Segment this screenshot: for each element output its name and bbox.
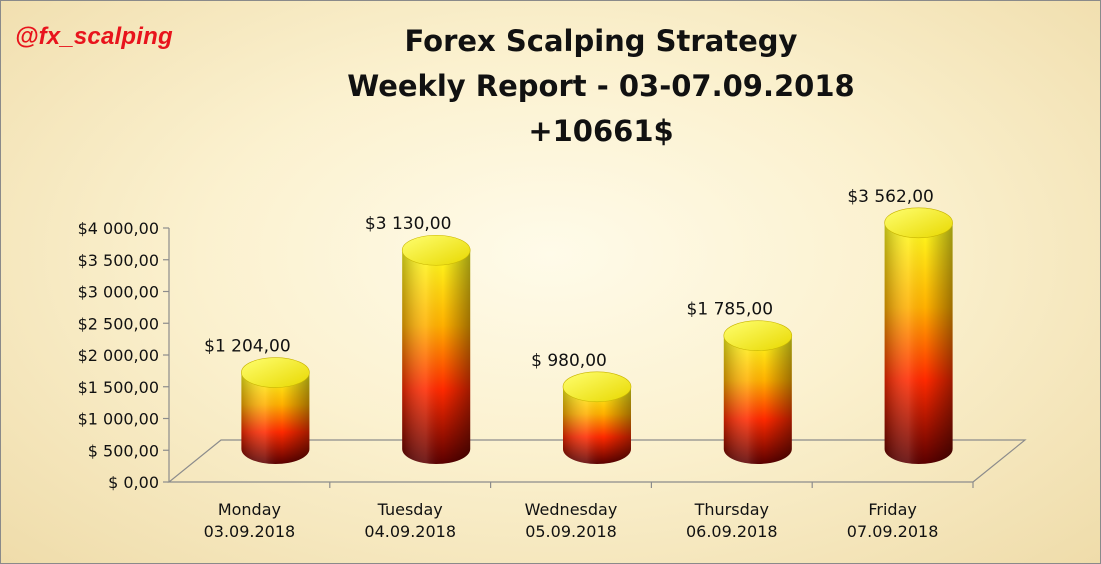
y-axis: $ 0,00 $ 500,00 $1 000,00 $1 500,00 $2 000,0… bbox=[78, 219, 170, 492]
bar-top bbox=[241, 357, 310, 388]
x-tick-label: Friday 07.09.2018 bbox=[847, 500, 939, 541]
chart-title-line-3: +10661$ bbox=[528, 114, 674, 148]
y-tick-label: $1 500,00 bbox=[78, 378, 159, 397]
bar bbox=[241, 357, 310, 465]
data-label: $1 785,00 bbox=[687, 300, 774, 320]
y-tick-label: $3 000,00 bbox=[78, 283, 159, 302]
data-label: $ 980,00 bbox=[531, 351, 607, 371]
bar-top bbox=[723, 320, 793, 351]
bar bbox=[723, 320, 793, 465]
y-tick-label: $ 0,00 bbox=[108, 473, 159, 492]
chart-title-line-1: Forex Scalping Strategy bbox=[404, 24, 798, 58]
bar-top bbox=[401, 234, 471, 266]
floor-outline bbox=[167, 439, 1027, 483]
x-tick-label: Thursday 06.09.2018 bbox=[686, 500, 778, 541]
x-axis: Monday 03.09.2018 Tuesday 04.09.2018 Wednesd… bbox=[204, 482, 974, 541]
x-tick-label: Tuesday 04.09.2018 bbox=[364, 500, 456, 541]
chart-floor bbox=[167, 439, 1027, 483]
data-label: $3 562,00 bbox=[847, 187, 934, 207]
bar-shading bbox=[563, 386, 631, 464]
brand-watermark: @fx_scalping bbox=[15, 23, 173, 50]
data-labels: $1 204,00 $3 130,00 $ 980,00 $1 785,00 $3 56… bbox=[204, 187, 934, 371]
bar-shading bbox=[884, 222, 953, 465]
y-tick-label: $ 500,00 bbox=[88, 441, 159, 460]
bar-top bbox=[562, 371, 632, 403]
data-label: $3 130,00 bbox=[365, 214, 452, 234]
y-tick-label: $1 000,00 bbox=[78, 410, 159, 429]
bar-shading bbox=[402, 250, 471, 465]
y-tick-label: $2 500,00 bbox=[78, 314, 159, 333]
bar-top bbox=[884, 207, 953, 239]
x-tick-label: Wednesday 05.09.2018 bbox=[525, 500, 618, 541]
bar-shading bbox=[723, 335, 792, 465]
y-tick-label: $4 000,00 bbox=[78, 219, 159, 238]
x-tick-label: Monday 03.09.2018 bbox=[204, 500, 296, 541]
chart-title: Forex Scalping Strategy Weekly Report - … bbox=[181, 19, 1021, 154]
bar bbox=[884, 207, 953, 465]
bar bbox=[401, 234, 471, 465]
bar-shading bbox=[241, 372, 310, 465]
y-tick-label: $3 500,00 bbox=[78, 251, 159, 270]
bar bbox=[562, 371, 632, 464]
bar-series bbox=[241, 207, 953, 465]
y-tick-label: $2 000,00 bbox=[78, 346, 159, 365]
chart-title-line-2: Weekly Report - 03-07.09.2018 bbox=[347, 69, 855, 103]
data-label: $1 204,00 bbox=[204, 337, 291, 357]
